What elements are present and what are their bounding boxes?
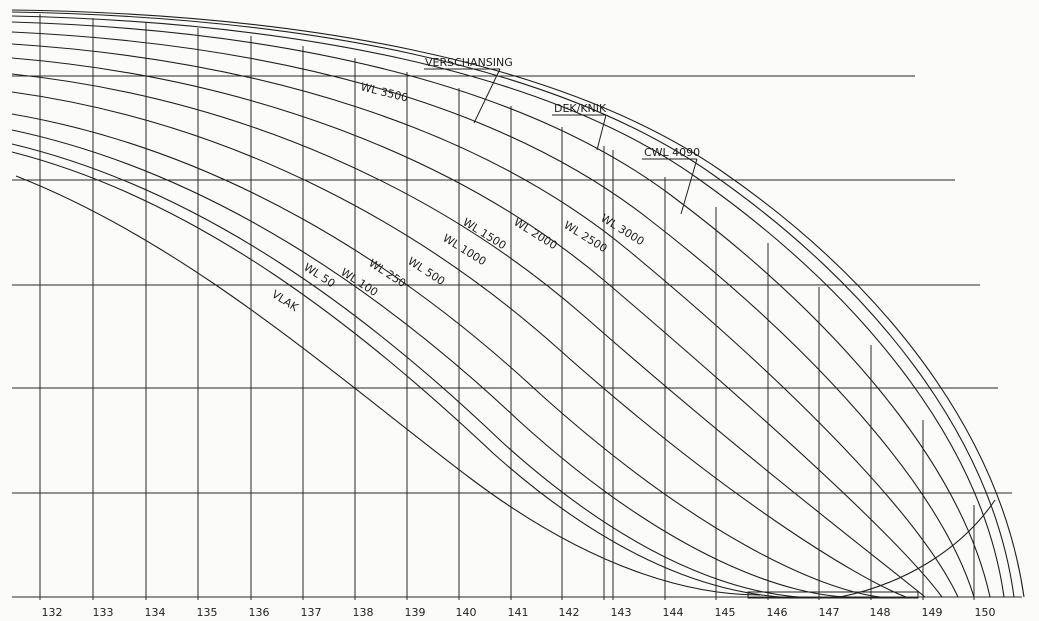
dek-knik-label: DEK/KNIK — [554, 102, 607, 115]
frame-number-149: 149 — [922, 606, 943, 619]
cwl-curve — [11, 15, 1005, 598]
frame-number-133: 133 — [93, 606, 114, 619]
horizontal-grid — [12, 75, 1022, 598]
wl-50-curve — [11, 151, 807, 599]
frame-number-145: 145 — [715, 606, 736, 619]
stem-arc-curve — [839, 499, 996, 598]
wl-100-curve — [11, 143, 821, 599]
frame-number-132: 132 — [42, 606, 63, 619]
frame-number-142: 142 — [559, 606, 580, 619]
verschansing-label: VERSCHANSING — [425, 56, 513, 69]
frame-number-139: 139 — [405, 606, 426, 619]
frame-number-150: 150 — [975, 606, 996, 619]
frame-number-143: 143 — [611, 606, 632, 619]
wl-3000-curve — [11, 31, 975, 598]
frame-number-146: 146 — [767, 606, 788, 619]
wl-500-label: WL 500 — [405, 255, 447, 289]
frame-number-138: 138 — [353, 606, 374, 619]
deck-knik-curve — [11, 11, 1015, 598]
wl-1000-curve — [11, 91, 907, 598]
keel-plate — [747, 591, 919, 599]
frame-number-136: 136 — [249, 606, 270, 619]
verschansing-leader — [473, 68, 501, 124]
frame-number-140: 140 — [456, 606, 477, 619]
wl-3500-curve — [11, 21, 991, 598]
wl-3500-label: WL 3500 — [359, 80, 409, 104]
outer-hull-curves — [11, 9, 1025, 598]
frame-number-141: 141 — [508, 606, 529, 619]
frame-number-144: 144 — [663, 606, 684, 619]
wl-500-curve — [11, 113, 881, 598]
waterline-curves — [11, 21, 991, 599]
frame-number-148: 148 — [870, 606, 891, 619]
wl-2500-curve — [11, 43, 959, 598]
verschansing-curve — [11, 9, 1025, 598]
frame-number-axis: 132 133 134 135 136 137 138 139 140 141 142 143 144 1… — [42, 606, 996, 619]
frame-number-135: 135 — [197, 606, 218, 619]
dek-knik-leader — [596, 114, 607, 151]
wl-2000-curve — [11, 57, 943, 598]
cwl-leader — [680, 158, 698, 215]
frame-number-137: 137 — [301, 606, 322, 619]
frame-number-134: 134 — [145, 606, 166, 619]
wl-250-curve — [11, 129, 851, 598]
vlak-label: VLAK — [269, 288, 301, 315]
wl-50-label: WL 50 — [301, 261, 337, 291]
wl-1500-curve — [11, 73, 926, 598]
frame-number-147: 147 — [819, 606, 840, 619]
vertical-grid — [39, 14, 975, 600]
wl-2000-label: WL 2000 — [511, 216, 559, 253]
label-leaders — [424, 68, 698, 215]
curve-labels: VERSCHANSING DEK/KNIK CWL 4090 WL 3500 W… — [269, 56, 700, 315]
vlak-curve — [15, 175, 761, 596]
cwl-label: CWL 4090 — [644, 146, 700, 159]
